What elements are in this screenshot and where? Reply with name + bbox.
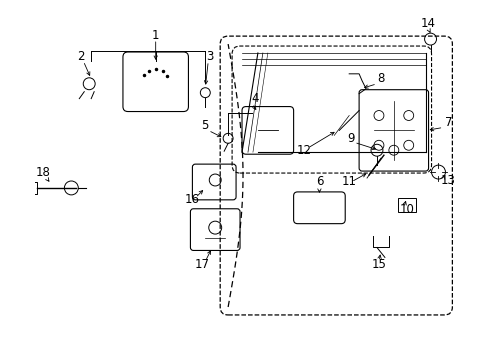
Text: 14: 14: [420, 17, 435, 30]
Text: 1: 1: [152, 29, 159, 42]
Text: 5: 5: [201, 119, 208, 132]
Text: 9: 9: [346, 132, 354, 145]
Text: 17: 17: [194, 258, 209, 271]
Text: 11: 11: [341, 175, 356, 189]
Text: 18: 18: [36, 166, 51, 179]
Text: 15: 15: [371, 258, 386, 271]
Text: 3: 3: [206, 50, 214, 63]
Text: 16: 16: [184, 193, 200, 206]
Text: 12: 12: [296, 144, 311, 157]
Text: 13: 13: [440, 174, 455, 186]
Text: 4: 4: [251, 92, 258, 105]
Bar: [397, 198, 415, 212]
Text: 10: 10: [399, 203, 413, 216]
Text: 7: 7: [444, 116, 451, 129]
Text: 6: 6: [315, 175, 323, 189]
Text: 2: 2: [78, 50, 85, 63]
Text: 8: 8: [376, 72, 384, 85]
